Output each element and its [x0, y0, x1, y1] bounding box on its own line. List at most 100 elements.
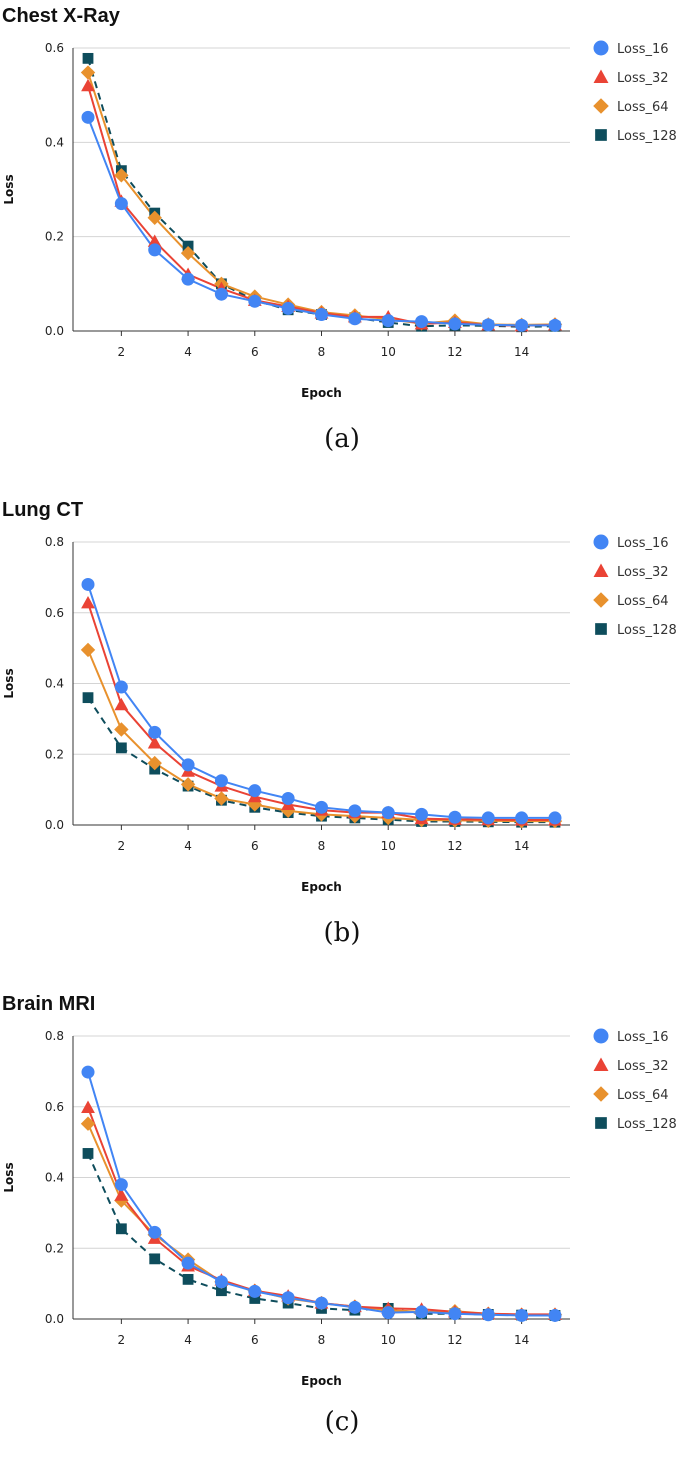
y-tick-label: 0.8	[45, 1029, 64, 1043]
data-point-loss-128	[216, 1285, 227, 1297]
x-tick-label: 2	[118, 345, 126, 359]
data-point-loss-16	[448, 1307, 462, 1321]
data-point-loss-16	[481, 811, 495, 825]
x-axis-label: Epoch	[301, 386, 342, 400]
data-point-loss-16	[381, 806, 395, 820]
data-point-loss-128	[82, 52, 94, 64]
data-point-loss-16	[315, 307, 328, 321]
legend-label: Loss_128	[617, 623, 677, 638]
data-point-loss-16	[114, 197, 128, 211]
chart-title: Lung CT	[2, 499, 83, 521]
chart-panel-a: Chest X-Ray 0.0 0.2 0.4 0.6 2 4 6 8 10 12 14 Epoch Lo…	[0, 0, 685, 480]
data-point-loss-16	[148, 1225, 162, 1239]
chart-svg: Lung CT 0.0 0.2 0.4 0.6 0.8 2 4 6 8 10 12 14 Epoch Los…	[2, 499, 677, 948]
x-tick-label: 6	[251, 839, 259, 853]
data-point-loss-16	[281, 1291, 295, 1305]
legend-marker-loss-16	[593, 1028, 609, 1044]
data-point-loss-128	[149, 1253, 161, 1265]
chart-panel-c: Brain MRI 0.0 0.2 0.4 0.6 0.8 2 4 6 8 10 12 14 Epoch L…	[0, 988, 685, 1468]
data-point-loss-32	[114, 1188, 129, 1201]
series-line-loss-16	[87, 584, 555, 819]
y-tick-label: 0.2	[45, 230, 64, 244]
data-point-loss-16	[448, 317, 462, 331]
legend-label: Loss_64	[617, 1088, 669, 1103]
x-tick-label: 10	[381, 345, 396, 359]
x-tick-label: 12	[447, 345, 462, 359]
data-point-loss-16	[415, 807, 429, 821]
data-point-loss-128	[115, 1223, 127, 1235]
x-tick-label: 4	[184, 839, 192, 853]
y-tick-label: 0.4	[45, 135, 64, 149]
data-point-loss-16	[548, 811, 562, 825]
data-point-loss-64	[214, 791, 229, 806]
x-tick-label: 8	[318, 1333, 326, 1347]
series-line-loss-128	[87, 58, 556, 328]
x-tick-label: 8	[318, 839, 326, 853]
data-point-loss-32	[147, 234, 162, 247]
y-axis-label: Loss	[2, 174, 16, 204]
y-axis-label: Loss	[2, 668, 16, 698]
data-point-loss-64	[180, 245, 196, 261]
y-tick-label: 0.0	[45, 324, 64, 338]
data-point-loss-16	[248, 294, 262, 308]
data-point-loss-16	[281, 301, 295, 315]
data-point-loss-16	[214, 774, 228, 788]
data-point-loss-16	[315, 800, 328, 814]
data-point-loss-16	[81, 577, 95, 591]
figure-caption: (a)	[324, 424, 360, 454]
y-tick-label: 0.0	[45, 818, 64, 832]
legend-marker-loss-64	[593, 98, 609, 114]
x-tick-label: 10	[381, 839, 396, 853]
chart-svg: Chest X-Ray 0.0 0.2 0.4 0.6 2 4 6 8 10 12 14 Epoch Lo…	[2, 5, 677, 454]
y-tick-label: 0.6	[45, 41, 64, 55]
legend-label: Loss_32	[617, 71, 669, 86]
legend-marker-loss-16	[593, 534, 609, 550]
data-point-loss-16	[114, 1178, 128, 1192]
data-point-loss-64	[147, 210, 162, 225]
y-tick-label: 0.2	[45, 747, 64, 761]
legend-label: Loss_128	[617, 129, 677, 144]
data-point-loss-64	[80, 642, 96, 658]
legend-marker-loss-128	[595, 1117, 607, 1129]
x-tick-label: 4	[184, 345, 192, 359]
data-point-loss-16	[415, 315, 429, 329]
x-tick-label: 14	[514, 345, 529, 359]
x-tick-label: 14	[514, 839, 529, 853]
legend-label: Loss_16	[617, 42, 669, 57]
data-point-loss-128	[182, 1273, 194, 1285]
legend-marker-loss-32	[593, 69, 609, 83]
data-point-loss-16	[248, 1284, 262, 1298]
x-tick-label: 12	[447, 1333, 462, 1347]
legend-label: Loss_32	[617, 1059, 669, 1074]
x-tick-label: 2	[118, 1333, 126, 1347]
data-point-loss-64	[80, 65, 96, 80]
legend-marker-loss-16	[593, 40, 609, 56]
data-point-loss-16	[481, 1308, 495, 1322]
x-tick-label: 10	[381, 1333, 396, 1347]
data-point-loss-64	[80, 1116, 96, 1131]
x-tick-label: 4	[184, 1333, 192, 1347]
data-point-loss-16	[248, 784, 262, 798]
series-line-loss-64	[87, 1123, 555, 1316]
data-point-loss-128	[82, 1148, 94, 1159]
legend-marker-loss-64	[593, 1086, 609, 1102]
legend-marker-loss-32	[593, 563, 609, 577]
y-axis-label: Loss	[2, 1162, 16, 1192]
series-line-loss-128	[87, 697, 555, 824]
data-point-loss-16	[214, 1275, 228, 1289]
data-point-loss-128	[115, 742, 127, 754]
x-tick-label: 12	[447, 839, 462, 853]
data-point-loss-16	[315, 1296, 328, 1310]
chart-svg: Brain MRI 0.0 0.2 0.4 0.6 0.8 2 4 6 8 10 12 14 Epoch L…	[2, 993, 677, 1437]
x-tick-label: 6	[251, 1333, 259, 1347]
chart-title: Brain MRI	[2, 993, 95, 1015]
series-line-loss-32	[87, 1107, 555, 1316]
x-tick-label: 14	[514, 1333, 529, 1347]
data-point-loss-64	[114, 168, 129, 183]
chart-panel-b: Lung CT 0.0 0.2 0.4 0.6 0.8 2 4 6 8 10 12 14 Epoch Los…	[0, 494, 685, 974]
y-tick-label: 0.8	[45, 535, 64, 549]
legend-marker-loss-128	[595, 129, 607, 141]
x-tick-label: 2	[118, 839, 126, 853]
legend-label: Loss_16	[617, 1030, 669, 1045]
data-point-loss-16	[515, 318, 529, 332]
